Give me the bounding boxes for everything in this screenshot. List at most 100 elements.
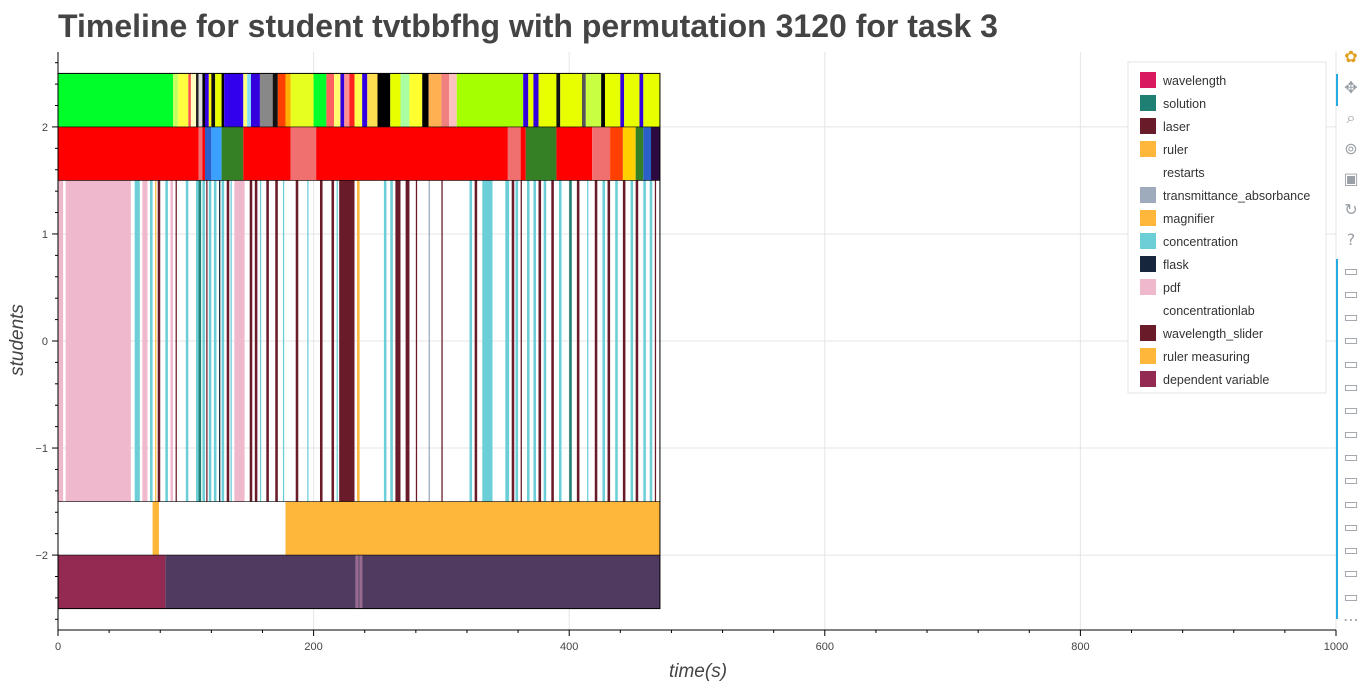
legend-item: wavelength	[1140, 72, 1226, 88]
timeline-segment	[344, 73, 350, 127]
timeline-segment	[254, 180, 258, 502]
legend-swatch	[1140, 348, 1156, 364]
legend-label: ruler measuring	[1163, 350, 1250, 364]
timeline-segment	[204, 126, 212, 181]
timeline-segment	[581, 73, 586, 127]
legend-swatch	[1140, 256, 1156, 272]
hover-icon[interactable]: ▭	[1343, 307, 1359, 327]
timeline-segment	[259, 180, 262, 502]
timeline-segment	[358, 555, 360, 609]
timeline-segment	[250, 73, 260, 127]
more-icon[interactable]: ⋯	[1343, 610, 1359, 629]
timeline-segment	[202, 180, 205, 502]
timeline-segment	[528, 73, 534, 127]
timeline-segment	[247, 73, 251, 127]
hover-icon[interactable]: ▭	[1343, 540, 1359, 560]
timeline-segment	[282, 180, 285, 502]
hover-icon[interactable]: ▭	[1343, 446, 1359, 466]
timeline-row-0	[58, 73, 660, 127]
legend-swatch	[1140, 371, 1156, 387]
timeline-segment	[604, 73, 621, 127]
hover-icon[interactable]: ▭	[1343, 423, 1359, 443]
timeline-segment	[221, 126, 244, 181]
timeline-segment	[243, 126, 291, 181]
hover-icon[interactable]: ▭	[1343, 563, 1359, 583]
timeline-segment	[643, 126, 651, 181]
legend-swatch	[1140, 210, 1156, 226]
timeline-segment	[326, 73, 335, 127]
active-pan-indicator	[1336, 74, 1338, 106]
reset-icon[interactable]: ↻	[1344, 199, 1358, 219]
timeline-segment	[226, 180, 230, 502]
timeline-segment	[58, 180, 64, 502]
y-tick-label: 1	[42, 229, 48, 241]
y-tick-label: 0	[42, 336, 48, 348]
hover-icon[interactable]: ▭	[1343, 516, 1359, 536]
pan-icon[interactable]: ✥	[1344, 77, 1358, 97]
timeline-segment	[213, 180, 217, 502]
save-icon[interactable]: ▣	[1343, 169, 1359, 188]
timeline-segment	[58, 73, 174, 127]
timeline-segment	[219, 180, 221, 502]
timeline-segment	[339, 180, 355, 502]
timeline-segment	[340, 73, 345, 127]
timeline-segment	[221, 180, 225, 502]
timeline-segment	[319, 180, 323, 502]
timeline-segment	[349, 73, 355, 127]
timeline-segment	[560, 73, 582, 127]
timeline-segment	[355, 555, 359, 609]
legend-item: magnifier	[1140, 210, 1214, 226]
timeline-segment	[520, 180, 522, 502]
hover-icon[interactable]: ▭	[1343, 260, 1359, 280]
timeline-segment	[643, 180, 646, 502]
timeline-segment	[208, 180, 212, 502]
wheel-zoom-icon[interactable]: ⊚	[1344, 138, 1358, 158]
hover-icon[interactable]: ▭	[1343, 470, 1359, 490]
legend-label: magnifier	[1163, 212, 1214, 226]
timeline-segment	[576, 180, 580, 502]
timeline-segment	[362, 73, 368, 127]
hover-icon[interactable]: ▭	[1343, 353, 1359, 373]
legend-item: restarts	[1163, 166, 1205, 180]
legend-item: wavelength_slider	[1140, 325, 1263, 341]
hover-icon[interactable]: ▭	[1343, 586, 1359, 606]
box-zoom-icon[interactable]: ⌕	[1346, 108, 1356, 127]
legend-swatch	[1140, 118, 1156, 134]
timeline-segment	[173, 73, 179, 127]
legend-swatch	[1140, 187, 1156, 203]
timeline-segment	[243, 73, 248, 127]
timeline-rows	[57, 72, 661, 610]
timeline-segment	[507, 126, 521, 181]
timeline-segment	[390, 73, 401, 127]
timeline-segment	[520, 126, 526, 181]
help-icon[interactable]: ?	[1346, 230, 1356, 249]
timeline-segment	[285, 501, 660, 556]
hover-icon[interactable]: ▭	[1343, 330, 1359, 350]
timeline-segment	[643, 73, 660, 127]
timeline-segment	[533, 73, 539, 127]
timeline-segment	[307, 180, 309, 502]
timeline-segment	[277, 73, 286, 127]
timeline-segment	[157, 180, 161, 502]
timeline-row-2	[58, 180, 657, 502]
timeline-segment	[594, 180, 598, 502]
timeline-segment	[607, 180, 611, 502]
legend-item: flask	[1140, 256, 1189, 272]
timeline-segment	[285, 73, 291, 127]
hover-icon[interactable]: ▭	[1343, 493, 1359, 513]
legend-item: solution	[1140, 95, 1206, 111]
hover-icon[interactable]: ▭	[1343, 400, 1359, 420]
y-tick-label: −2	[35, 550, 48, 562]
timeline-segment	[290, 73, 314, 127]
timeline-segment	[556, 73, 561, 127]
timeline-segment	[602, 180, 605, 502]
timeline-segment	[150, 180, 153, 502]
timeline-segment	[592, 126, 611, 181]
timeline-segment	[202, 73, 205, 127]
hover-icon[interactable]: ▭	[1343, 377, 1359, 396]
legend-swatch	[1140, 141, 1156, 157]
timeline-segment	[362, 555, 660, 609]
hover-icon[interactable]: ▭	[1343, 283, 1359, 303]
bokeh-logo-icon: ✿	[1344, 47, 1358, 66]
timeline-segment	[204, 73, 209, 127]
